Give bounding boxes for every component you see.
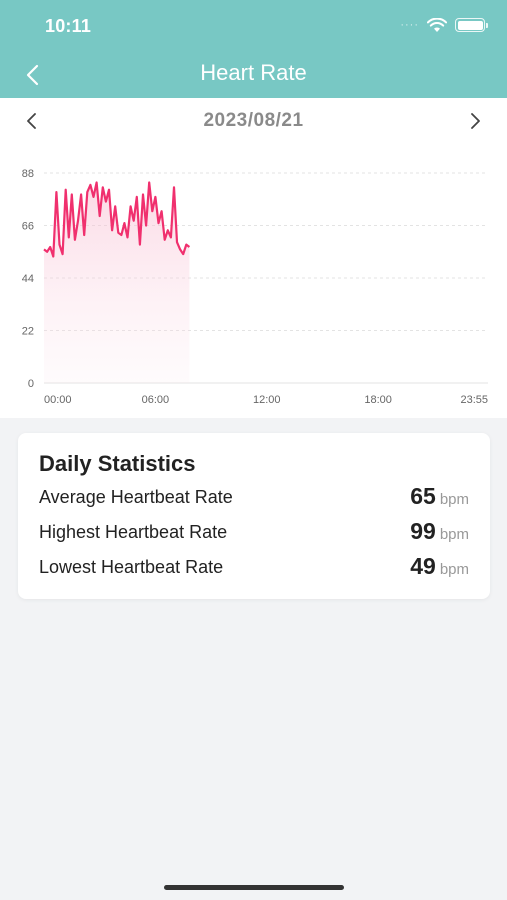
stat-row-lowest: Lowest Heartbeat Rate 49 bpm [39, 552, 469, 582]
stat-value: 49 [410, 553, 436, 579]
heart-rate-area [44, 182, 190, 383]
x-tick-label: 23:55 [460, 394, 488, 406]
back-button[interactable] [16, 58, 48, 92]
wifi-icon [427, 17, 447, 32]
x-tick-label: 18:00 [364, 394, 392, 406]
stat-unit: bpm [439, 491, 469, 508]
chevron-right-icon [471, 113, 480, 129]
stat-label: Lowest Heartbeat Rate [39, 557, 224, 577]
y-tick-label: 66 [22, 221, 34, 233]
y-tick-label: 0 [28, 378, 34, 390]
home-indicator [164, 885, 344, 890]
y-tick-label: 88 [22, 168, 34, 180]
stat-row-average: Average Heartbeat Rate 65 bpm [39, 482, 469, 512]
stat-unit: bpm [439, 526, 469, 543]
battery-icon [455, 18, 488, 32]
chevron-left-icon [27, 113, 36, 129]
stat-value: 99 [410, 518, 436, 544]
stats-title: Daily Statistics [39, 451, 196, 476]
stat-unit: bpm [439, 561, 469, 578]
previous-date-button[interactable] [18, 108, 44, 134]
signal-dots-icon: ···· [400, 19, 419, 31]
daily-statistics-card: Daily Statistics Average Heartbeat Rate … [18, 433, 490, 599]
y-tick-label: 22 [22, 326, 34, 338]
stat-label: Highest Heartbeat Rate [39, 522, 228, 542]
date-navigator: 2023/08/21 [0, 108, 507, 134]
current-date: 2023/08/21 [203, 110, 304, 131]
chevron-left-icon [26, 64, 39, 86]
chart-panel: 2023/08/21 0 22 44 66 88 00:00 06:00 12:00 18:00… [0, 98, 507, 418]
next-date-button[interactable] [463, 108, 489, 134]
x-tick-label: 06:00 [142, 394, 170, 406]
stat-row-highest: Highest Heartbeat Rate 99 bpm [39, 517, 469, 547]
x-tick-label: 00:00 [44, 394, 72, 406]
heart-rate-line [43, 181, 191, 258]
heart-rate-chart: 0 22 44 66 88 00:00 06:00 12:00 18:00 23:55 [22, 168, 488, 406]
stat-value: 65 [410, 483, 436, 509]
status-time: 10:11 [45, 16, 92, 36]
stat-label: Average Heartbeat Rate [39, 487, 233, 507]
header-bar: 10:11 ···· Heart Rate [0, 0, 507, 98]
page-title: Heart Rate [200, 60, 307, 85]
status-icons: ···· [400, 16, 488, 34]
x-tick-label: 12:00 [253, 394, 281, 406]
y-tick-label: 44 [22, 273, 34, 285]
